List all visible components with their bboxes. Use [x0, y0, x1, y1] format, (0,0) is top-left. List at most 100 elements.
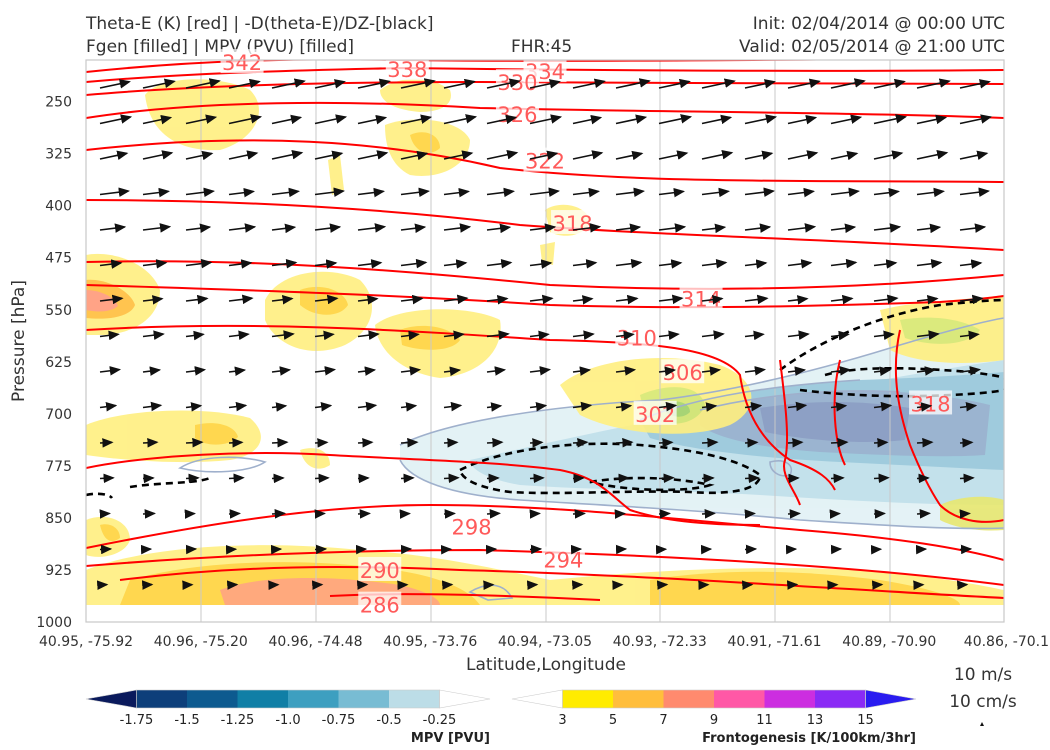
colorbar-tick-label: 5	[609, 713, 617, 728]
wind-arrow	[615, 150, 644, 161]
wind-arrow	[916, 509, 931, 519]
wind-arrow	[787, 223, 817, 233]
wind-arrow	[486, 402, 503, 412]
wind-arrow	[615, 473, 630, 484]
theta-e-label-bg	[450, 513, 494, 538]
wind-arrow	[873, 78, 906, 89]
x-tick-label: 40.89, -70.90	[842, 634, 936, 650]
wind-arrow	[271, 149, 304, 160]
colorbar-end-arrow	[865, 689, 917, 709]
wind-arrow	[744, 259, 768, 269]
wind-arrow	[615, 187, 645, 198]
wind-arrow	[271, 473, 285, 484]
wind-arrow	[701, 223, 727, 234]
wind-arrow	[658, 473, 675, 484]
wind-arrow	[443, 223, 472, 233]
wind-arrow	[658, 330, 680, 341]
wind-arrow	[271, 509, 286, 519]
plot-frame	[85, 59, 1005, 623]
wind-arrow	[787, 473, 800, 484]
x-tick-label: 40.96, -74.48	[268, 634, 362, 650]
wind-arrow	[228, 187, 256, 198]
wind-arrow	[959, 438, 974, 448]
y-tick-label: 925	[45, 563, 72, 579]
wind-arrow	[486, 223, 512, 234]
y-tick-label: 1000	[36, 615, 72, 631]
wind-arrow	[873, 401, 893, 412]
wind-arrow	[744, 473, 760, 484]
wind-arrow	[572, 114, 603, 125]
wind-arrow	[443, 473, 460, 484]
theta-e-label: 318	[552, 212, 592, 236]
wind-arrow	[658, 114, 693, 125]
y-tick-label: 400	[45, 199, 72, 215]
wind-arrow	[185, 187, 215, 198]
wind-arrow	[959, 187, 990, 197]
wind-arrow	[701, 509, 716, 519]
wind-arrow	[572, 78, 606, 89]
colorbar-tick-label: 15	[857, 713, 874, 728]
wind-arrow	[357, 114, 388, 125]
wind-arrow	[916, 114, 948, 125]
wind-arrow	[271, 258, 298, 269]
theta-e-label-bg	[615, 324, 659, 349]
colorbar-tick-label: 3	[558, 713, 566, 728]
wind-arrow	[830, 437, 849, 448]
wind-arrow	[314, 294, 339, 305]
colorbar-end-arrow	[439, 689, 491, 709]
wind-arrow	[787, 366, 807, 376]
wind-arrow	[185, 437, 204, 448]
wind-arrow	[443, 401, 463, 412]
theta-e-label: 310	[617, 327, 657, 351]
wind-arrow	[529, 401, 548, 412]
colorbar-swatch	[663, 690, 715, 708]
wind-arrow	[142, 330, 165, 340]
wind-arrow	[529, 330, 550, 341]
wind-arrow	[744, 187, 775, 197]
wind-arrow	[314, 114, 348, 125]
wind-arrow	[400, 330, 420, 341]
wind-arrow	[142, 223, 172, 233]
wind-arrow	[99, 366, 122, 376]
colorbar-tick-label: -1.5	[174, 713, 199, 728]
wind-arrow	[959, 330, 980, 341]
wind-arrow	[443, 509, 456, 519]
wind-arrow	[529, 114, 563, 125]
theta-e-label: 322	[525, 150, 565, 174]
wind-arrow	[443, 330, 465, 341]
colorbar-tick-label: -1.75	[120, 713, 154, 728]
y-tick-label: 775	[45, 459, 72, 475]
wind-arrow	[99, 330, 120, 341]
x-tick-label: 40.93, -72.33	[613, 634, 707, 650]
wind-arrow	[615, 294, 639, 305]
wind-arrow	[658, 78, 691, 89]
colorbar-tick-label: -0.5	[376, 713, 401, 728]
wind-arrow	[486, 78, 521, 89]
wind-arrow	[787, 437, 804, 448]
theta-e-label-bg	[495, 101, 539, 126]
wind-arrow	[357, 259, 383, 269]
wind-arrow	[529, 187, 560, 197]
wind-arrow	[142, 187, 170, 198]
wind-arrow	[916, 473, 930, 484]
wind-arrow	[443, 438, 459, 448]
wind-arrow	[830, 114, 863, 125]
theta-e-label: 294	[543, 549, 583, 573]
wind-arrow	[873, 294, 899, 305]
title-line-1: Theta-E (K) [red] | -D(theta-E)/DZ-[blac…	[86, 14, 434, 34]
colorbar-tick-label: 13	[807, 713, 824, 728]
wind-arrow	[271, 114, 303, 125]
wind-arrow	[873, 366, 892, 377]
wind-arrow	[701, 187, 730, 198]
wind-arrow	[228, 78, 261, 89]
wind-arrow	[701, 473, 715, 484]
wind-arrow	[99, 223, 127, 233]
wind-arrow	[830, 187, 860, 198]
wind-arrow	[357, 330, 380, 340]
wind-arrow	[787, 509, 801, 519]
wind-arrow	[787, 295, 809, 305]
wind-arrow	[271, 294, 294, 305]
wind-arrow	[787, 330, 810, 340]
wind-arrow	[572, 509, 586, 519]
